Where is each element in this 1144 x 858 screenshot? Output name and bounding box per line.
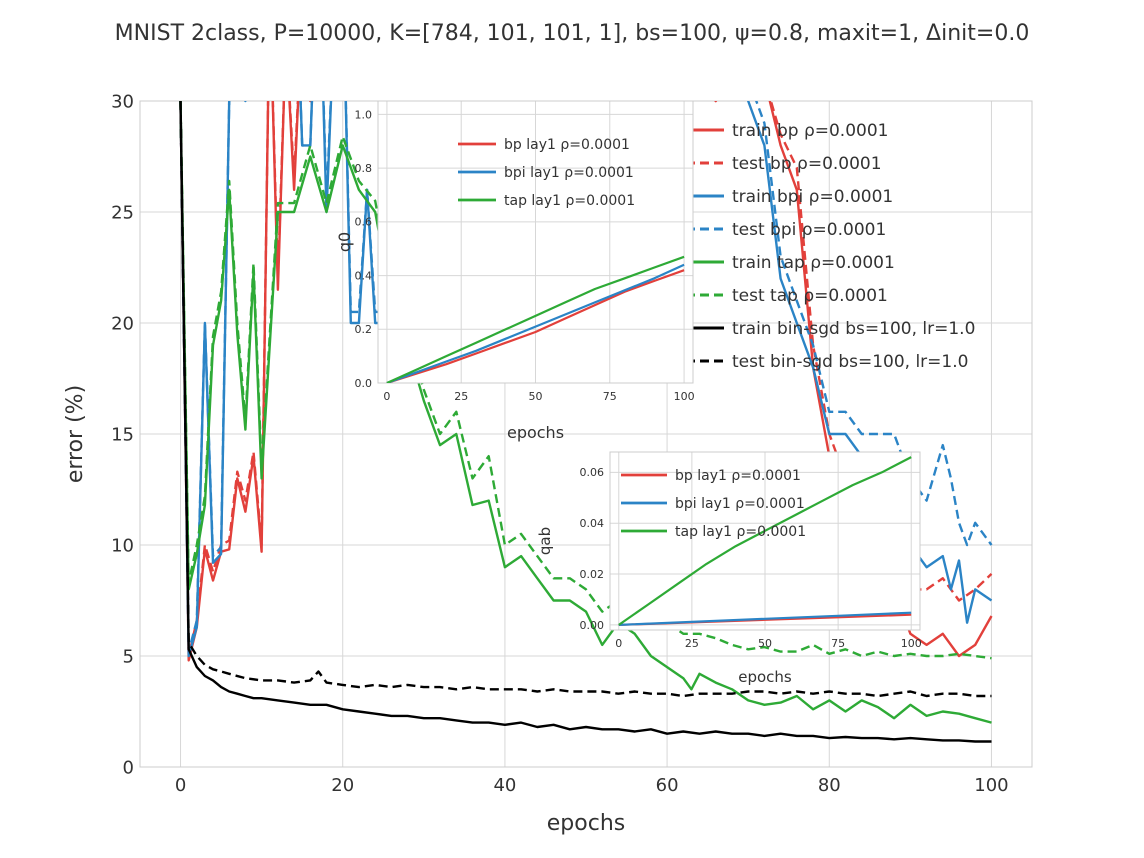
x-tick-label: 100 [974, 775, 1008, 796]
x-axis-label: epochs [738, 668, 792, 686]
x-tick-label: 60 [656, 775, 679, 796]
x-tick-label: 50 [758, 637, 772, 650]
series-line-bp [386, 269, 685, 383]
series-line-tap [386, 255, 685, 383]
y-axis-label: q0 [335, 232, 354, 252]
legend-label: train bin-sgd bs=100, lr=1.0 [732, 319, 975, 339]
inset-q0-plot: 0 25 50 75 100 0.0 0.2 0.4 0.6 0.8 1.0 epochs q0 bp l… [335, 100, 695, 442]
y-tick-label: 0.8 [355, 162, 373, 175]
y-tick-label: 0.00 [580, 619, 605, 632]
inset-qab-plot: 0 25 50 75 100 0.00 0.02 0.04 0.06 epochs qab bp la… [536, 451, 922, 686]
y-tick-label: 0.02 [580, 568, 605, 581]
chart-title: MNIST 2class, P=10000, K=[784, 101, 101,… [115, 21, 1030, 46]
legend-label: tap lay1 ρ=0.0001 [675, 524, 806, 540]
legend: bp lay1 ρ=0.0001 bpi lay1 ρ=0.0001 tap lay… [458, 137, 635, 209]
x-tick-label: 40 [493, 775, 516, 796]
x-tick-label: 0 [615, 637, 622, 650]
y-tick-label: 25 [111, 202, 134, 223]
legend-label: test bpi ρ=0.0001 [732, 220, 886, 240]
x-tick-label: 50 [529, 390, 543, 403]
legend-label: test tap ρ=0.0001 [732, 286, 888, 306]
series-line-tap [618, 456, 912, 626]
x-axis-label: epochs [547, 811, 625, 836]
y-tick-label: 0 [123, 757, 134, 778]
y-tick-label: 1.0 [355, 108, 373, 121]
series-line-bpi [386, 263, 685, 383]
x-tick-label: 0 [383, 390, 390, 403]
y-tick-label: 5 [123, 646, 134, 667]
x-tick-label: 0 [175, 775, 186, 796]
x-tick-label: 25 [685, 637, 699, 650]
legend-label: bp lay1 ρ=0.0001 [675, 468, 801, 484]
y-tick-label: 0.04 [580, 517, 605, 530]
x-tick-label: 75 [831, 637, 845, 650]
x-tick-label: 100 [674, 390, 695, 403]
y-tick-label: 10 [111, 535, 134, 556]
series-line-bpi [618, 611, 912, 626]
plot-frame [609, 451, 921, 631]
y-axis-label: error (%) [63, 385, 88, 483]
series-line-sgd [179, 100, 992, 743]
legend-label: train bpi ρ=0.0001 [732, 187, 893, 207]
y-tick-label: 15 [111, 424, 134, 445]
legend-label: tap lay1 ρ=0.0001 [504, 193, 635, 209]
y-tick-label: 20 [111, 313, 134, 334]
y-tick-label: 0.4 [355, 269, 373, 282]
y-tick-label: 0.6 [355, 216, 373, 229]
plot-frame [377, 100, 694, 384]
legend-label: bp lay1 ρ=0.0001 [504, 137, 630, 153]
series-line-tap-test [179, 101, 992, 660]
y-tick-label: 0.2 [355, 323, 373, 336]
x-tick-label: 80 [818, 775, 841, 796]
legend-label: test bp ρ=0.0001 [732, 154, 882, 174]
x-tick-label: 100 [901, 637, 922, 650]
y-tick-label: 30 [111, 91, 134, 112]
legend-label: train bp ρ=0.0001 [732, 121, 888, 141]
series-line-sgd-test [179, 100, 992, 698]
legend-label: test bin-sgd bs=100, lr=1.0 [732, 352, 968, 372]
x-tick-label: 20 [331, 775, 354, 796]
x-tick-label: 25 [454, 390, 468, 403]
legend: train bp ρ=0.0001 test bp ρ=0.0001 train b… [672, 121, 975, 372]
y-tick-label: 0.0 [355, 377, 373, 390]
y-axis-label: qab [536, 527, 554, 555]
x-tick-label: 75 [603, 390, 617, 403]
legend: bp lay1 ρ=0.0001 bpi lay1 ρ=0.0001 tap lay… [621, 468, 806, 540]
y-tick-label: 0.06 [580, 466, 605, 479]
legend-label: train tap ρ=0.0001 [732, 253, 895, 273]
legend-label: bpi lay1 ρ=0.0001 [504, 165, 634, 181]
legend-label: bpi lay1 ρ=0.0001 [675, 496, 805, 512]
x-axis-label: epochs [507, 423, 564, 442]
